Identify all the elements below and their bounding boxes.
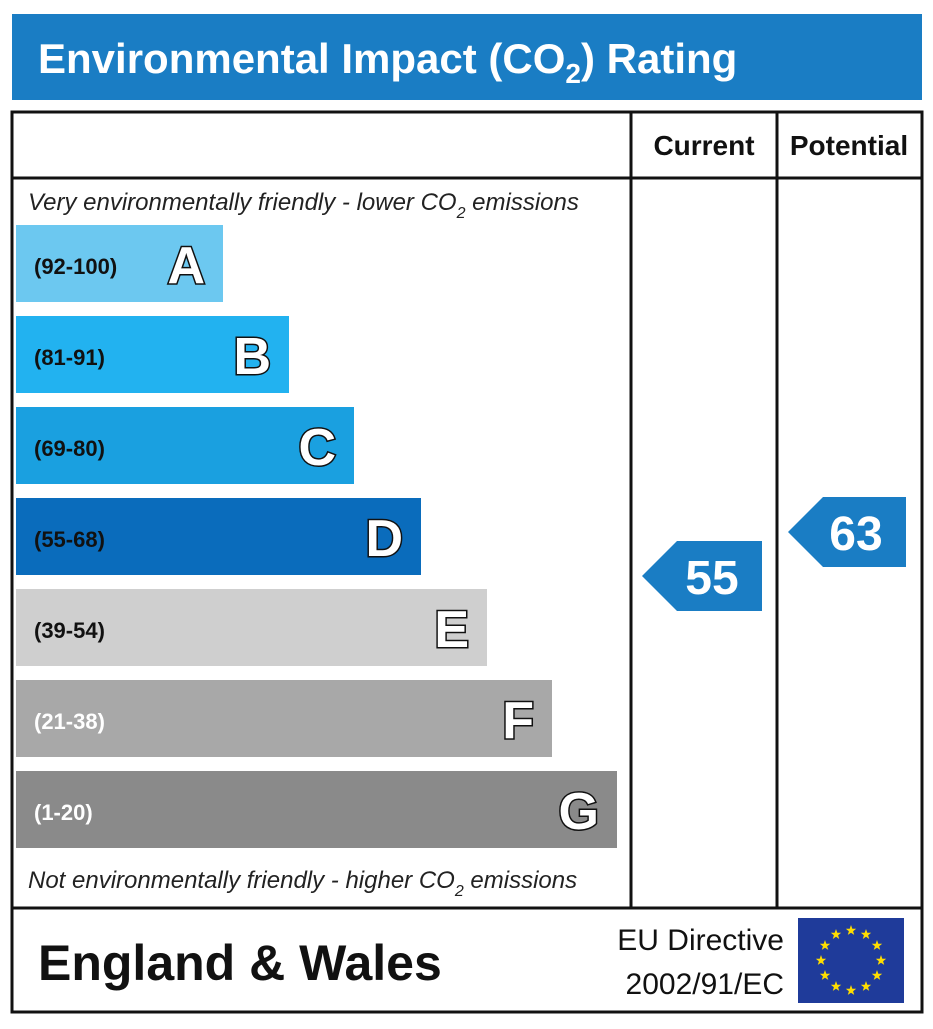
band-range: (81-91) [34,345,105,370]
note-text: emissions [464,867,577,894]
footer-frame [10,906,924,1014]
eu-star [845,925,857,935]
current-arrow [642,541,762,611]
note-text: Not environmentally friendly - higher CO [28,867,455,894]
band-range: (55-68) [34,527,105,552]
band-range: (39-54) [34,618,105,643]
eu-stars [815,925,887,995]
band-range: (69-80) [34,436,105,461]
band-bar [16,316,289,393]
band-letter: B [233,328,271,386]
band-range: (92-100) [34,254,117,279]
band-letter: G [559,783,599,841]
current-rating: 55 [685,552,738,605]
column-header: Potential [790,130,908,161]
note-text: emissions [466,189,579,216]
title: Environmental Impact (CO2) Rating [38,35,737,89]
band-bar [16,589,487,666]
note-sub: 2 [454,883,464,900]
band-bar [16,498,421,575]
potential-rating: 63 [829,508,882,561]
eu-star [860,929,872,939]
band-letter: E [434,601,469,659]
top-note: Very environmentally friendly - lower CO… [28,189,579,222]
band-range: (21-38) [34,709,105,734]
title-sub: 2 [565,58,581,89]
directive: 2002/91/EC [626,968,784,1001]
directive: EU Directive [617,924,784,957]
eu-star [819,970,831,980]
region: England & Wales [38,935,442,991]
eu-star [875,955,887,965]
band-bar [16,407,354,484]
band-bar [16,771,617,848]
eu-star [830,981,842,991]
eu-star [871,940,883,950]
band-letter: A [167,237,205,295]
title-text: ) Rating [581,35,737,82]
column-header: Current [653,130,754,161]
eu-star [815,955,827,965]
eu-star [830,929,842,939]
bottom-note: Not environmentally friendly - higher CO… [28,867,577,900]
note-sub: 2 [456,205,466,222]
band-letter: F [502,692,534,750]
band-bar [16,680,552,757]
eu-star [860,981,872,991]
band-bar [16,225,223,302]
potential-arrow [788,497,906,567]
eu-star [871,970,883,980]
eu-star [845,985,857,995]
header-bar [12,14,922,100]
band-letter: C [298,419,336,477]
band-letter: D [365,510,403,568]
bands: (92-100) A (81-91) B (69-80) C (55-68) D (39-54)… [16,225,617,848]
title-text: Environmental Impact (CO [38,35,565,82]
note-text: Very environmentally friendly - lower CO [28,189,457,216]
eu-star [819,940,831,950]
band-range: (1-20) [34,800,93,825]
